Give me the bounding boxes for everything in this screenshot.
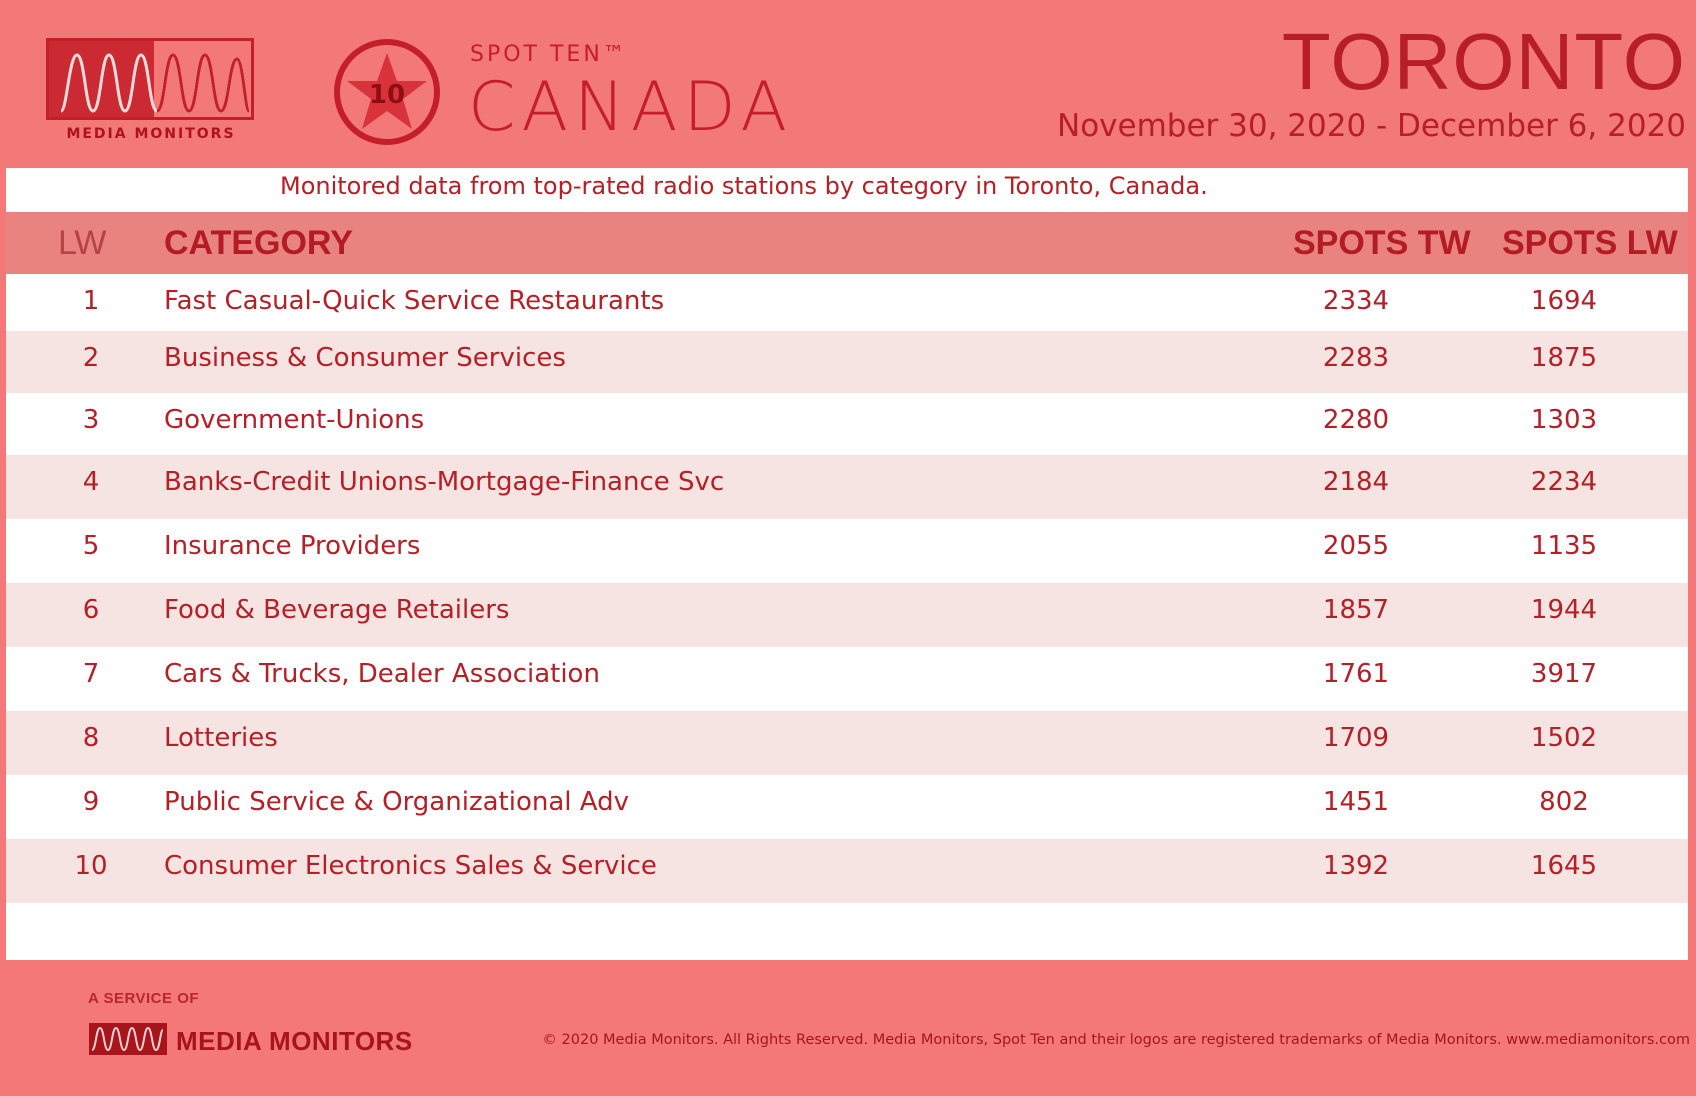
cell-spots-tw: 2280: [1322, 405, 1390, 435]
cell-spots-tw: 2055: [1322, 531, 1390, 561]
cell-category: Business & Consumer Services: [164, 343, 566, 373]
cell-spots-tw: 2334: [1322, 286, 1390, 316]
badge-number: 10: [369, 80, 405, 110]
cell-lw: 3: [82, 405, 100, 435]
cell-spots-lw: 802: [1539, 787, 1589, 817]
cell-spots-lw: 1944: [1530, 595, 1598, 625]
cell-spots-tw: 2283: [1322, 343, 1390, 373]
cell-spots-tw: 2184: [1322, 467, 1390, 497]
cell-category: Food & Beverage Retailers: [164, 595, 510, 625]
cell-lw: 2: [82, 343, 100, 373]
cell-spots-tw: 1392: [1322, 851, 1390, 881]
table-body: 1 Fast Casual-Quick Service Restaurants …: [6, 274, 1688, 903]
cell-spots-lw: 3917: [1530, 659, 1598, 689]
cell-category: Fast Casual-Quick Service Restaurants: [164, 286, 665, 316]
service-of-label: A SERVICE OF: [88, 990, 200, 1007]
logo-wave-box: [46, 38, 254, 120]
table-row: 4 Banks-Credit Unions-Mortgage-Finance S…: [6, 455, 1688, 519]
cell-category: Public Service & Organizational Adv: [164, 787, 629, 817]
report-subtitle: Monitored data from top-rated radio stat…: [280, 172, 1208, 200]
column-header-spots-lw: SPOTS LW: [1502, 224, 1678, 262]
footer-logo-icon: [89, 1023, 167, 1055]
footer-company-name: MEDIA MONITORS: [176, 1026, 413, 1056]
report-footer: A SERVICE OF MEDIA MONITORS © 2020 Media…: [0, 960, 1696, 1096]
data-card: Monitored data from top-rated radio stat…: [6, 168, 1688, 960]
cell-spots-tw: 1709: [1322, 723, 1390, 753]
table-row: 5 Insurance Providers 2055 1135: [6, 519, 1688, 583]
media-monitors-logo: MEDIA MONITORS: [46, 38, 256, 142]
cell-spots-tw: 1857: [1322, 595, 1390, 625]
cell-spots-lw: 1875: [1530, 343, 1598, 373]
cell-lw: 7: [82, 659, 100, 689]
table-row: 7 Cars & Trucks, Dealer Association 1761…: [6, 647, 1688, 711]
column-header-lw: LW: [58, 224, 107, 262]
table-row: 1 Fast Casual-Quick Service Restaurants …: [6, 274, 1688, 331]
cell-spots-lw: 1135: [1530, 531, 1598, 561]
cell-spots-lw: 1694: [1530, 286, 1598, 316]
cell-spots-tw: 1761: [1322, 659, 1390, 689]
cell-lw: 6: [82, 595, 100, 625]
cell-spots-lw: 1645: [1530, 851, 1598, 881]
product-subtitle: SPOT TEN™: [470, 42, 628, 67]
column-header-spots-tw: SPOTS TW: [1293, 224, 1471, 262]
cell-category: Cars & Trucks, Dealer Association: [164, 659, 600, 689]
table-header: LW CATEGORY SPOTS TW SPOTS LW: [6, 212, 1688, 274]
cell-lw: 5: [82, 531, 100, 561]
logo-wordmark: MEDIA MONITORS: [66, 126, 236, 142]
cell-lw: 4: [82, 467, 100, 497]
cell-lw: 1: [82, 286, 100, 316]
table-row: 2 Business & Consumer Services 2283 1875: [6, 331, 1688, 393]
table-row: 3 Government-Unions 2280 1303: [6, 393, 1688, 455]
column-header-category: CATEGORY: [164, 224, 353, 262]
cell-category: Banks-Credit Unions-Mortgage-Finance Svc: [164, 467, 725, 497]
cell-lw: 9: [82, 787, 100, 817]
cell-spots-lw: 2234: [1530, 467, 1598, 497]
cell-spots-lw: 1502: [1530, 723, 1598, 753]
table-row: 10 Consumer Electronics Sales & Service …: [6, 839, 1688, 903]
table-row: 9 Public Service & Organizational Adv 14…: [6, 775, 1688, 839]
cell-category: Insurance Providers: [164, 531, 421, 561]
product-title: CANADA: [468, 68, 794, 147]
copyright-notice: © 2020 Media Monitors. All Rights Reserv…: [542, 1032, 1690, 1048]
cell-spots-tw: 1451: [1322, 787, 1390, 817]
cell-category: Consumer Electronics Sales & Service: [164, 851, 657, 881]
city-title: TORONTO: [1281, 17, 1686, 106]
cell-category: Government-Unions: [164, 405, 425, 435]
report-header: MEDIA MONITORS 10 SPOT TEN™ CANADA TORON…: [0, 0, 1696, 168]
waveform-icon: [59, 53, 251, 113]
cell-spots-lw: 1303: [1530, 405, 1598, 435]
spot-ten-badge-icon: 10: [334, 39, 440, 145]
date-range: November 30, 2020 - December 6, 2020: [1057, 108, 1686, 144]
cell-lw: 8: [82, 723, 100, 753]
cell-category: Lotteries: [164, 723, 278, 753]
table-row: 8 Lotteries 1709 1502: [6, 711, 1688, 775]
cell-lw: 10: [74, 851, 108, 881]
table-row: 6 Food & Beverage Retailers 1857 1944: [6, 583, 1688, 647]
